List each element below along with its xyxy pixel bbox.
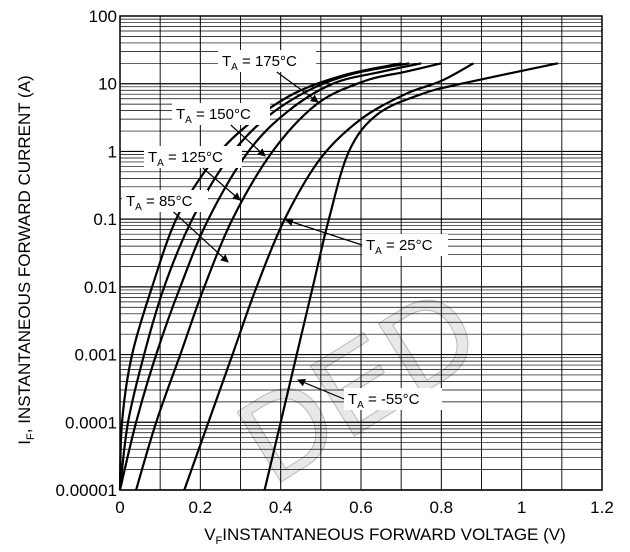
annotation-arrow — [285, 218, 363, 246]
annotation-box — [144, 146, 242, 168]
x-tick-label: 0.6 — [349, 498, 373, 517]
x-tick-label: 0 — [115, 498, 124, 517]
y-tick-label: 0.001 — [74, 346, 117, 365]
y-tick-label: 0.1 — [93, 210, 117, 229]
annotation-label: TA = 25°C — [366, 237, 433, 257]
y-tick-label: 100 — [89, 7, 117, 26]
series-line — [183, 62, 475, 491]
annotation-label: TA = 85°C — [126, 193, 193, 213]
plot-border — [119, 15, 603, 491]
annotation: TA = 25°C — [285, 218, 448, 257]
y-tick-labels: 0.00001 0.0001 0.001 0.01 0.1 1 10 100 — [56, 7, 117, 500]
plot-frame — [119, 15, 603, 491]
y-tick-label: 0.0001 — [65, 413, 117, 432]
x-tick-label: 1 — [517, 498, 526, 517]
x-tick-label: 0.8 — [430, 498, 454, 517]
watermark-text: DED — [215, 261, 501, 509]
annotation-box — [362, 234, 448, 256]
series-line — [135, 62, 442, 491]
annotation-box — [218, 50, 316, 72]
annotation-label: TA = 150°C — [176, 106, 251, 126]
x-tick-labels: 0 0.2 0.4 0.6 0.8 1 1.2 — [115, 498, 614, 517]
y-tick-label: 0.01 — [84, 278, 117, 297]
x-tick-label: 0.2 — [189, 498, 213, 517]
annotation-arrow — [202, 167, 241, 201]
x-axis-symbol-sub: F — [216, 535, 223, 547]
series-line — [263, 62, 559, 491]
annotation-arrow — [173, 211, 229, 263]
x-tick-label: 1.2 — [590, 498, 614, 517]
x-axis-symbol: V — [204, 525, 216, 544]
x-axis-title: INSTANTANEOUS FORWARD VOLTAGE (V) — [222, 525, 566, 544]
y-tick-label: 1 — [108, 142, 117, 161]
series-line — [118, 62, 422, 491]
annotation-arrow — [297, 378, 345, 400]
x-axis-label: VFINSTANTANEOUS FORWARD VOLTAGE (V) — [204, 525, 566, 547]
annotation: TA = 150°C — [172, 103, 270, 157]
annotation: TA = -55°C — [297, 378, 442, 411]
annotation-label: TA = 175°C — [222, 53, 297, 73]
x-tick-label: 0.4 — [269, 498, 293, 517]
annotation: TA = 175°C — [218, 50, 319, 103]
annotation-label: TA = 125°C — [148, 149, 223, 169]
watermark: DED — [215, 261, 502, 510]
annotation: TA = 85°C — [122, 190, 229, 263]
y-axis-symbol-sub: F — [25, 433, 37, 440]
annotation-label: TA = -55°C — [348, 391, 420, 411]
y-axis-label: IF, INSTANTANEOUS FORWARD CURRENT (A) — [15, 75, 37, 444]
annotation-box — [344, 388, 442, 410]
y-axis-symbol: I — [15, 440, 34, 445]
annotation-box — [122, 190, 208, 212]
annotation-box — [172, 103, 270, 125]
y-axis-title: , INSTANTANEOUS FORWARD CURRENT (A) — [15, 75, 34, 433]
annotation-arrow — [276, 71, 319, 103]
y-tick-label: 10 — [98, 75, 117, 94]
annotations: TA = 175°C TA = 150°C TA = 125°C TA = 85°C T… — [122, 50, 448, 411]
annotation-arrow — [230, 124, 266, 157]
y-tick-label: 0.00001 — [56, 481, 117, 500]
annotation: TA = 125°C — [144, 146, 242, 201]
